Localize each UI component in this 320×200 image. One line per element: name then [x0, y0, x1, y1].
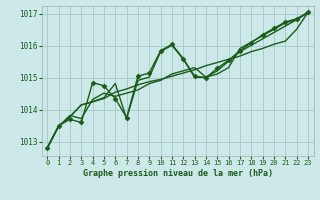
X-axis label: Graphe pression niveau de la mer (hPa): Graphe pression niveau de la mer (hPa): [83, 169, 273, 178]
